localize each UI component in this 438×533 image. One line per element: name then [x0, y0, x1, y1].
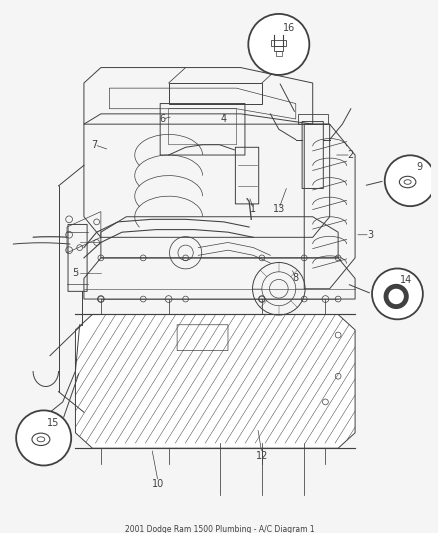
- Circle shape: [248, 14, 309, 75]
- Text: 4: 4: [220, 114, 226, 124]
- Text: 15: 15: [47, 418, 60, 428]
- Text: 16: 16: [283, 22, 295, 33]
- Text: 12: 12: [255, 451, 268, 461]
- Text: 14: 14: [399, 275, 412, 285]
- Text: 5: 5: [72, 268, 78, 278]
- Circle shape: [384, 155, 434, 206]
- Bar: [297, 114, 327, 124]
- Text: 1: 1: [250, 204, 256, 214]
- Circle shape: [371, 269, 422, 319]
- Text: 3: 3: [366, 230, 372, 240]
- Polygon shape: [75, 314, 354, 448]
- Text: 2001 Dodge Ram 1500 Plumbing - A/C Diagram 1: 2001 Dodge Ram 1500 Plumbing - A/C Diagr…: [124, 526, 314, 533]
- Text: 8: 8: [292, 273, 298, 284]
- Text: 6: 6: [159, 114, 165, 124]
- Bar: [271, 41, 286, 46]
- Text: 10: 10: [152, 479, 164, 489]
- Text: 7: 7: [91, 140, 97, 150]
- Text: 2: 2: [347, 150, 353, 160]
- Bar: [274, 46, 283, 51]
- Text: 13: 13: [272, 204, 284, 214]
- Circle shape: [16, 410, 71, 465]
- Text: 9: 9: [415, 161, 421, 172]
- Bar: [275, 51, 281, 56]
